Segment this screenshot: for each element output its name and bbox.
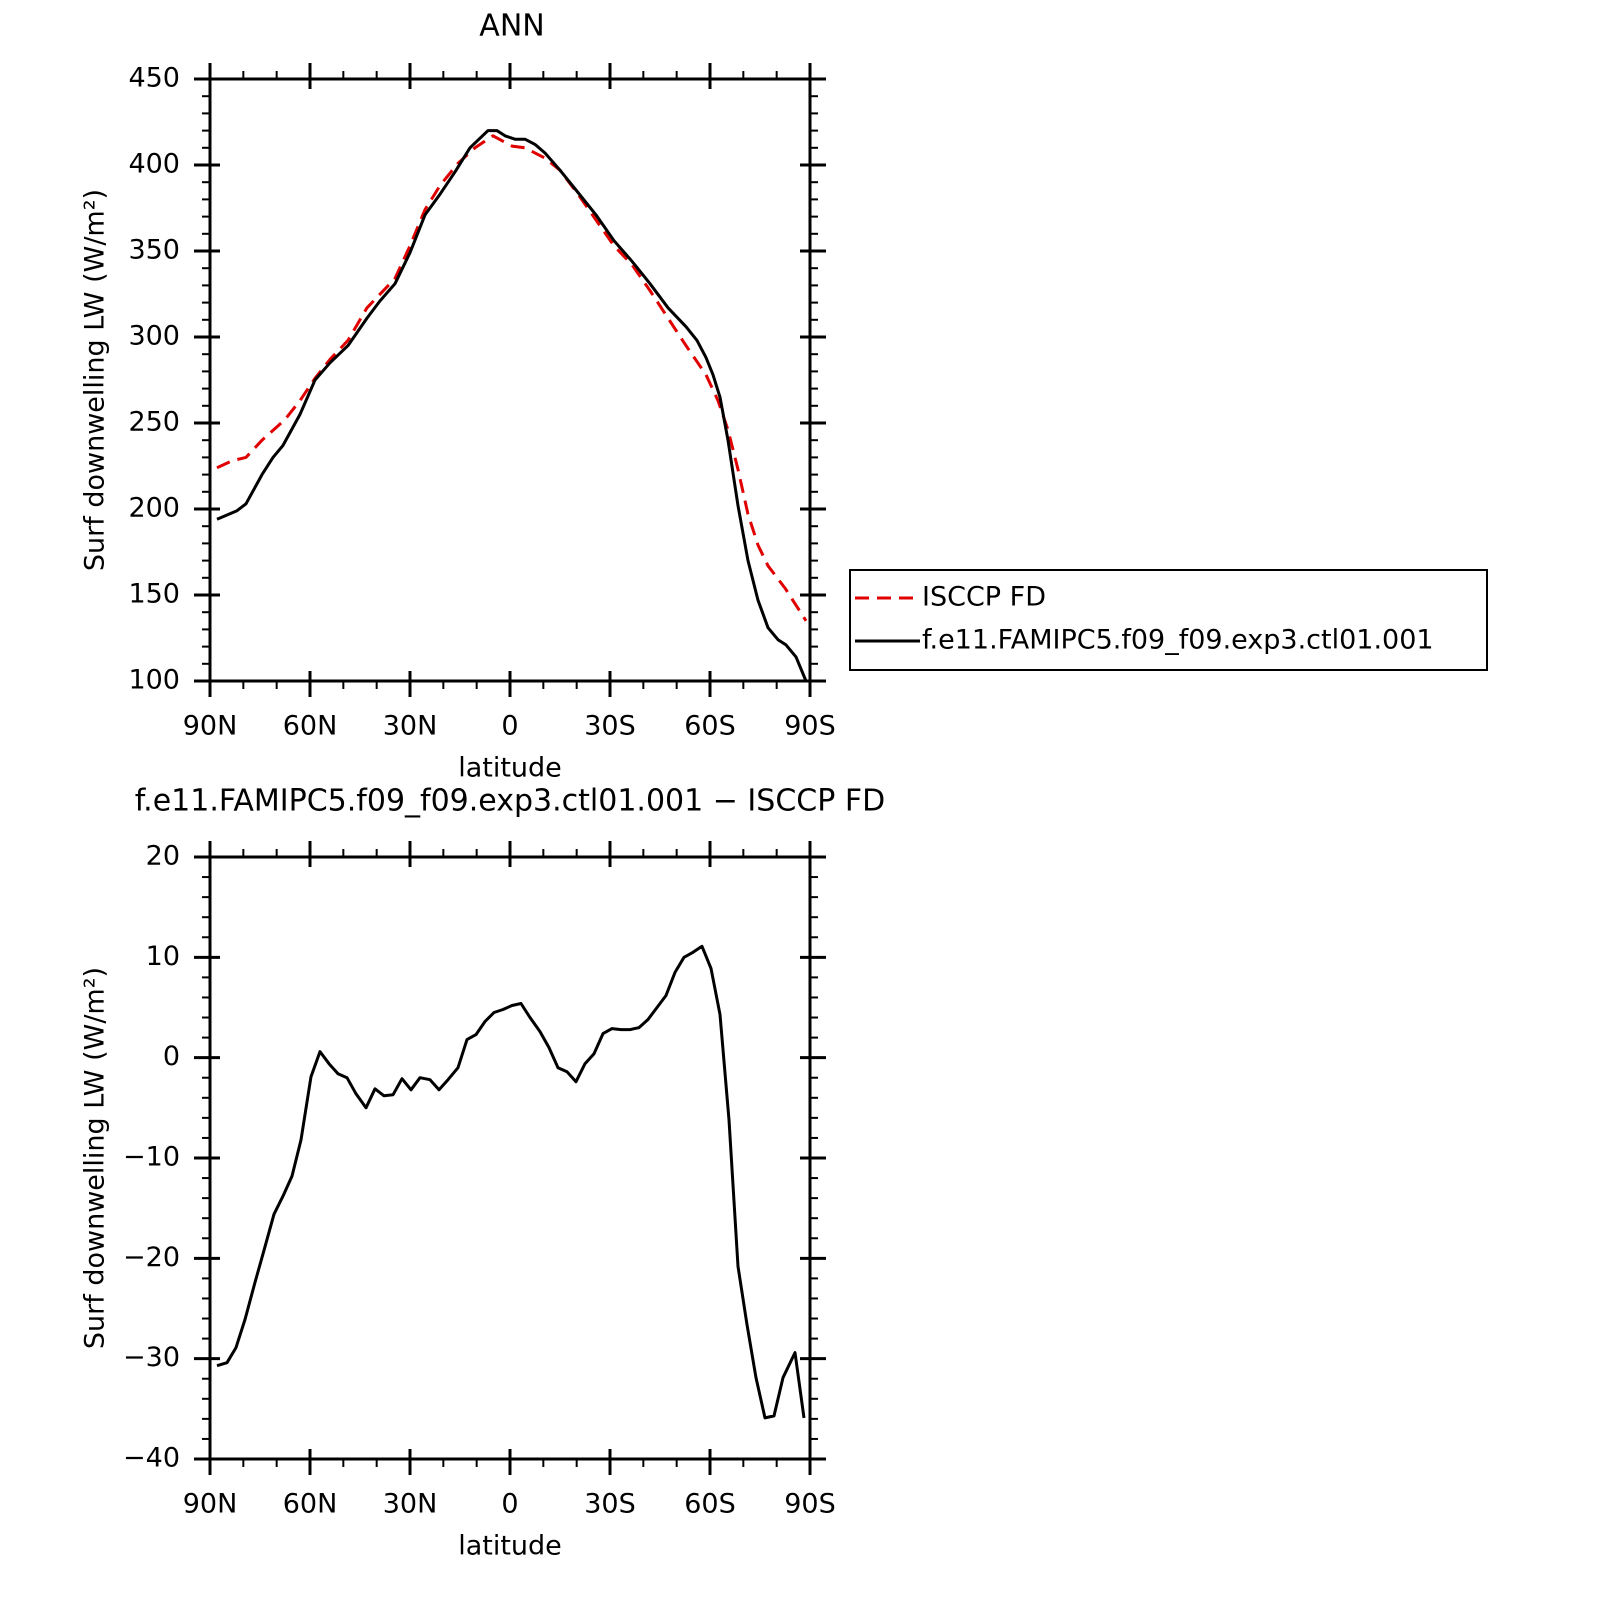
x-tick-label: 30N (383, 711, 438, 742)
x-tick-label: 90N (183, 1489, 238, 1520)
x-tick-label: 90S (784, 711, 836, 742)
plot-frame (208, 77, 812, 683)
y-axis-label: Surf downwelling LW (W/m²) (80, 189, 111, 571)
chart-title: ANN (479, 9, 544, 44)
line-series (216, 129, 808, 682)
x-tick-label: 0 (501, 1489, 518, 1520)
line-series (216, 944, 806, 1420)
legend-label: f.e11.FAMIPC5.f09_f09.exp3.ctl01.001 (922, 625, 1434, 656)
y-tick-label: 400 (128, 149, 180, 180)
x-tick-label: 30S (584, 711, 636, 742)
y-tick-label: −10 (123, 1142, 180, 1173)
y-tick-label: 250 (128, 407, 180, 438)
y-tick-label: 150 (128, 579, 180, 610)
x-tick-label: 30S (584, 1489, 636, 1520)
line-series (216, 134, 808, 622)
y-tick-label: 10 (146, 941, 180, 972)
x-tick-label: 60S (684, 1489, 736, 1520)
y-tick-label: −40 (123, 1443, 180, 1474)
y-tick-label: −20 (123, 1242, 180, 1273)
x-axis-label: latitude (458, 753, 562, 784)
x-tick-label: 60N (283, 1489, 338, 1520)
y-tick-label: 0 (163, 1041, 180, 1072)
legend-label: ISCCP FD (922, 582, 1046, 613)
y-tick-label: 350 (128, 235, 180, 266)
y-tick-label: 450 (128, 63, 180, 94)
x-tick-label: 60S (684, 711, 736, 742)
x-tick-label: 90S (784, 1489, 836, 1520)
x-axis-label: latitude (458, 1531, 562, 1562)
x-tick-label: 60N (283, 711, 338, 742)
y-axis-label: Surf downwelling LW (W/m²) (80, 967, 111, 1349)
x-tick-label: 0 (501, 711, 518, 742)
x-tick-label: 90N (183, 711, 238, 742)
x-tick-label: 30N (383, 1489, 438, 1520)
y-tick-label: 100 (128, 665, 180, 696)
y-tick-label: 300 (128, 321, 180, 352)
chart-title: f.e11.FAMIPC5.f09_f09.exp3.ctl01.001 − I… (135, 784, 885, 819)
y-tick-label: 20 (146, 841, 180, 872)
y-tick-label: 200 (128, 493, 180, 524)
legend-box (849, 569, 1488, 671)
plot-frame (208, 855, 812, 1461)
y-tick-label: −30 (123, 1342, 180, 1373)
